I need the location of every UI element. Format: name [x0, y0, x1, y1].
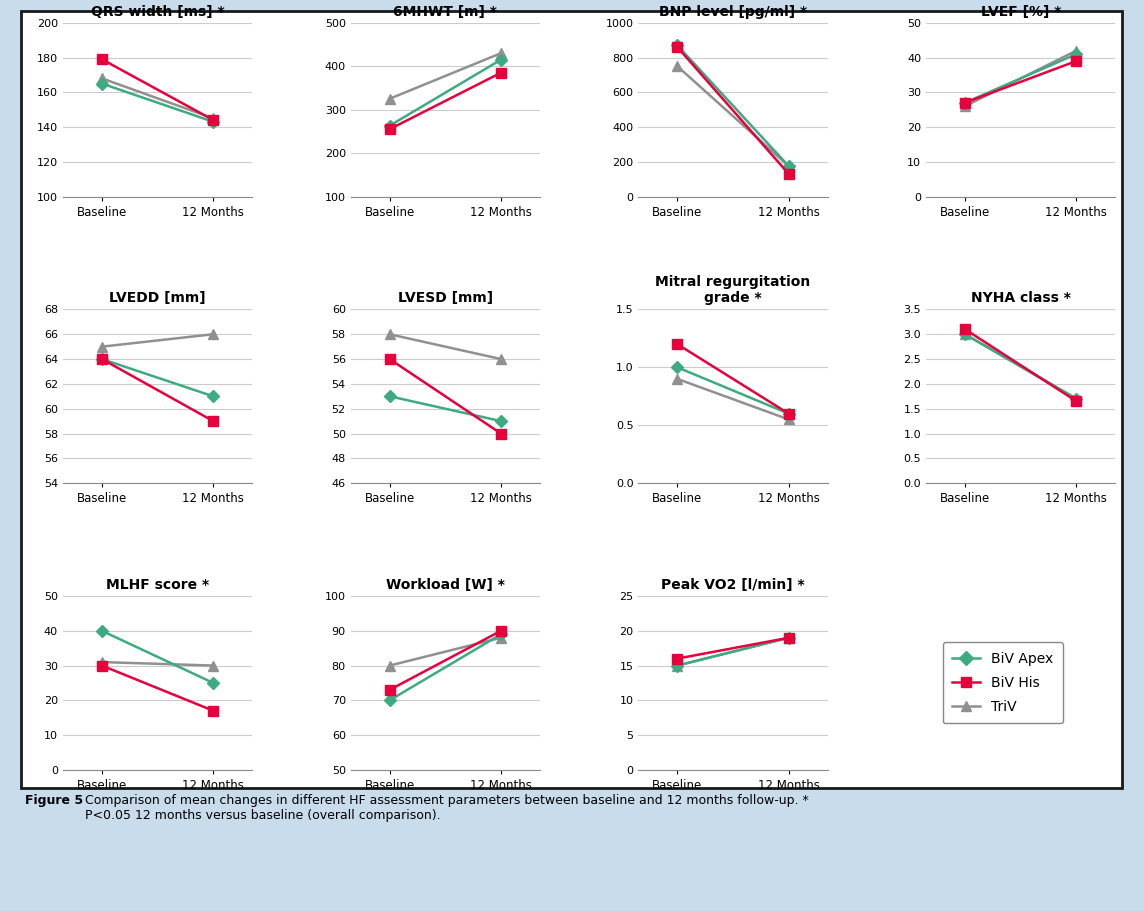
- Title: NYHA class *: NYHA class *: [971, 292, 1071, 305]
- Title: Mitral regurgitation
grade *: Mitral regurgitation grade *: [656, 275, 811, 305]
- Text: Comparison of mean changes in different HF assessment parameters between baselin: Comparison of mean changes in different …: [85, 794, 809, 823]
- Text: Figure 5: Figure 5: [25, 794, 88, 807]
- Title: BNP level [pg/ml] *: BNP level [pg/ml] *: [659, 5, 807, 19]
- Title: 6MHWT [m] *: 6MHWT [m] *: [394, 5, 498, 19]
- Title: QRS width [ms] *: QRS width [ms] *: [90, 5, 224, 19]
- Title: MLHF score *: MLHF score *: [106, 578, 209, 592]
- Title: Peak VO2 [l/min] *: Peak VO2 [l/min] *: [661, 578, 805, 592]
- Title: LVESD [mm]: LVESD [mm]: [398, 292, 493, 305]
- Legend: BiV Apex, BiV His, TriV: BiV Apex, BiV His, TriV: [943, 642, 1063, 723]
- Title: Workload [W] *: Workload [W] *: [386, 578, 505, 592]
- Title: LVEDD [mm]: LVEDD [mm]: [110, 292, 206, 305]
- Title: LVEF [%] *: LVEF [%] *: [980, 5, 1060, 19]
